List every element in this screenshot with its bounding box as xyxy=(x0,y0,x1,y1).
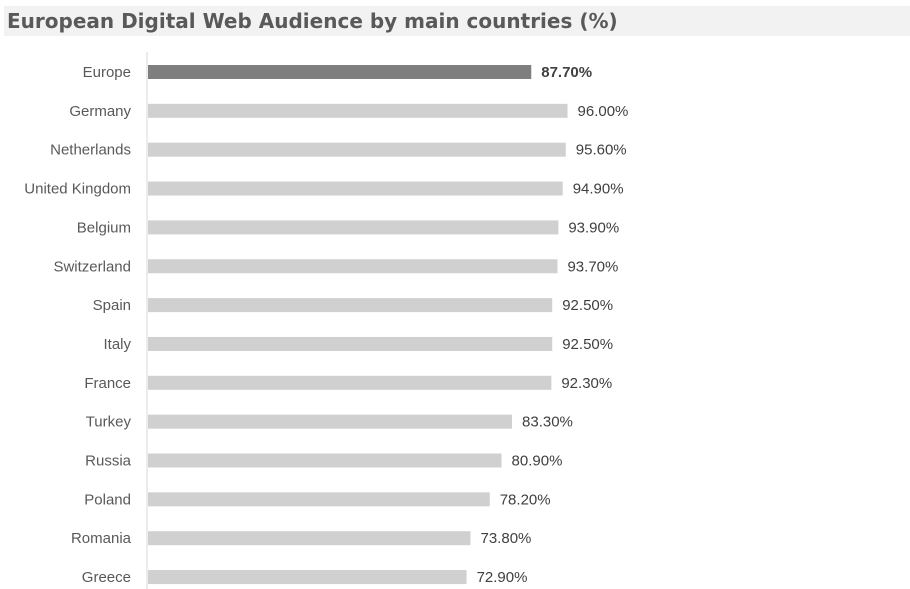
category-label-europe: Europe xyxy=(83,64,131,81)
bars-group xyxy=(148,65,568,585)
category-label-greece: Greece xyxy=(82,569,131,586)
bar-france xyxy=(148,375,552,390)
value-label-italy: 92.50% xyxy=(562,336,613,353)
value-label-switzerland: 93.70% xyxy=(567,258,618,275)
bar-netherlands xyxy=(148,142,566,157)
bar-romania xyxy=(148,531,471,546)
bar-greece xyxy=(148,570,467,585)
value-label-spain: 92.50% xyxy=(562,297,613,314)
value-label-turkey: 83.30% xyxy=(522,414,573,431)
value-label-united-kingdom: 94.90% xyxy=(573,181,624,198)
bar-italy xyxy=(148,336,553,351)
category-label-netherlands: Netherlands xyxy=(50,142,131,159)
value-label-romania: 73.80% xyxy=(481,530,532,547)
category-label-romania: Romania xyxy=(71,530,132,547)
value-label-netherlands: 95.60% xyxy=(576,142,627,159)
value-label-europe: 87.70% xyxy=(541,64,592,81)
value-label-poland: 78.20% xyxy=(500,491,551,508)
category-label-turkey: Turkey xyxy=(86,414,132,431)
bar-belgium xyxy=(148,220,559,235)
category-label-switzerland: Switzerland xyxy=(53,258,131,275)
value-label-greece: 72.90% xyxy=(477,569,528,586)
bar-spain xyxy=(148,298,553,313)
bar-turkey xyxy=(148,414,513,429)
bar-united-kingdom xyxy=(148,181,563,196)
value-label-belgium: 93.90% xyxy=(568,219,619,236)
bar-germany xyxy=(148,103,568,118)
bar-europe xyxy=(148,65,532,79)
value-labels-group: 87.70% 96.00% 95.60% 94.90% 93.90% 93.70% 92.5… xyxy=(477,64,629,586)
category-label-united-kingdom: United Kingdom xyxy=(24,181,131,198)
category-labels-group: Europe Germany Netherlands United Kingdom Be… xyxy=(24,64,131,586)
title-band xyxy=(4,6,910,36)
value-label-france: 92.30% xyxy=(561,375,612,392)
category-label-italy: Italy xyxy=(103,336,131,353)
category-label-russia: Russia xyxy=(85,453,132,470)
chart-title: European Digital Web Audience by main co… xyxy=(7,9,618,33)
bar-switzerland xyxy=(148,259,558,274)
category-label-belgium: Belgium xyxy=(77,219,131,236)
category-label-france: France xyxy=(84,375,131,392)
category-label-spain: Spain xyxy=(93,297,131,314)
value-label-germany: 96.00% xyxy=(578,103,629,120)
category-label-poland: Poland xyxy=(84,491,131,508)
category-label-germany: Germany xyxy=(69,103,131,120)
bar-russia xyxy=(148,453,502,468)
value-label-russia: 80.90% xyxy=(512,453,563,470)
bar-poland xyxy=(148,492,490,507)
